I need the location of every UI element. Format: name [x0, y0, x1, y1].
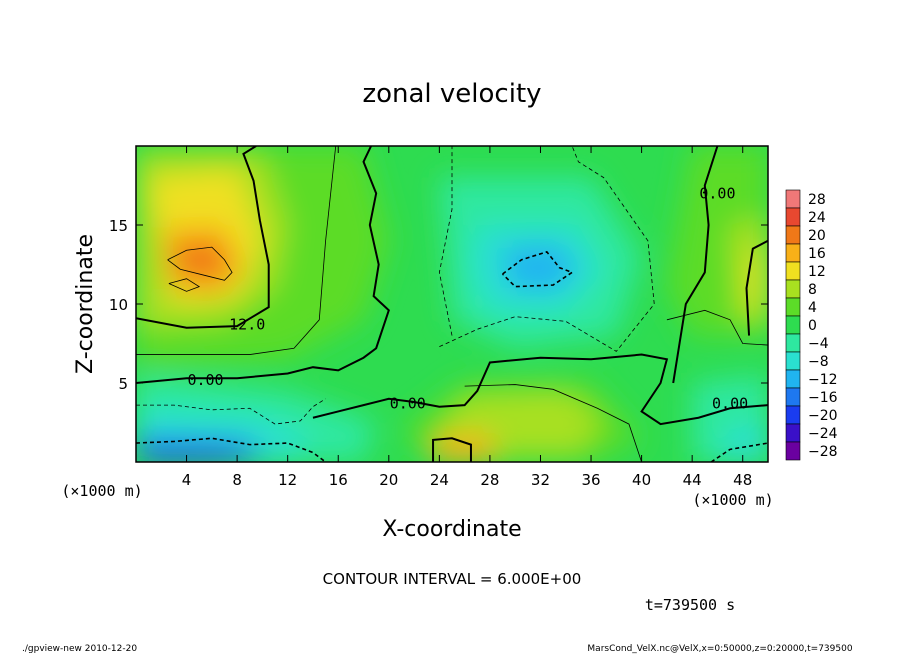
- colorbar: [785, 189, 801, 461]
- colorbar-swatch: [785, 315, 801, 335]
- colorbar-label: −12: [808, 372, 838, 388]
- contour-labels: 12.0 0.00 0.00 0.00 0.00: [187, 184, 748, 412]
- x-tick-label: 28: [480, 471, 499, 489]
- x-tick-label: 44: [683, 471, 702, 489]
- contour-six: [666, 309, 768, 346]
- colorbar-label: −28: [808, 444, 838, 460]
- contour-six: [136, 146, 337, 355]
- field-region: [749, 248, 768, 312]
- colorbar-swatch: [785, 189, 801, 209]
- colorbar-label: −24: [808, 426, 838, 442]
- x-tick-label: 32: [531, 471, 550, 489]
- contour-zero: [136, 146, 390, 384]
- field-blobs: [136, 146, 768, 462]
- x-tick-label: 4: [182, 471, 192, 489]
- contour-neg-twelve: [501, 250, 574, 288]
- chart-title: zonal velocity: [362, 79, 541, 109]
- colorbar-label: −20: [808, 408, 838, 424]
- z-axis: 5 10 15: [109, 217, 768, 393]
- colorbar-label: −8: [808, 354, 829, 370]
- contour-neg-six: [439, 146, 655, 352]
- z-tick-label: 5: [118, 375, 128, 393]
- colorbar-swatch: [785, 297, 801, 317]
- colorbar-label: 20: [808, 228, 826, 244]
- contour-neg-twelve: [136, 437, 327, 462]
- x-tick-label: 24: [430, 471, 449, 489]
- colorbar-label: 12: [808, 264, 826, 280]
- contour-label: 0.00: [699, 184, 735, 202]
- x-tick-label: 8: [232, 471, 242, 489]
- contour-neg-six: [136, 398, 326, 425]
- colorbar-label: 8: [808, 282, 817, 298]
- x-tick-label: 40: [632, 471, 651, 489]
- colorbar-label: 0: [808, 318, 817, 334]
- contour-label: 0.00: [712, 395, 748, 413]
- contour-label: 0.00: [187, 371, 223, 389]
- colorbar-label: −4: [808, 336, 829, 352]
- colorbar-swatch: [785, 243, 801, 263]
- colorbar-label: −16: [808, 390, 838, 406]
- colorbar-label: 4: [808, 300, 817, 316]
- x-tick-label: 48: [733, 471, 752, 489]
- program-text: ./gpview-new 2010-12-20: [22, 644, 137, 654]
- contour-neg-twelve: [710, 442, 768, 462]
- colorbar-swatch: [785, 207, 801, 227]
- field-region: [717, 422, 768, 462]
- colorbar-swatch: [785, 279, 801, 299]
- contour-twelve: [136, 146, 270, 329]
- colorbar-label: 24: [808, 210, 826, 226]
- x-tick-label: 36: [581, 471, 600, 489]
- z-tick-label: 15: [109, 217, 128, 235]
- contour-interval-text: CONTOUR INTERVAL = 6.000E+00: [323, 570, 582, 588]
- x-tick-label: 12: [278, 471, 297, 489]
- z-axis-title: Z-coordinate: [73, 234, 98, 374]
- contour-zero: [312, 353, 768, 426]
- contour-label: 0.00: [390, 395, 426, 413]
- colorbar-swatch: [785, 423, 801, 443]
- field-region: [148, 447, 231, 462]
- x-axis-unit: (×1000 m): [692, 491, 773, 509]
- colorbar-label: 16: [808, 246, 826, 262]
- colorbar-label: 28: [808, 192, 826, 208]
- z-axis-unit: (×1000 m): [61, 482, 142, 500]
- colorbar-swatch: [785, 369, 801, 389]
- contour-six: [464, 384, 642, 462]
- contour-eighteen: [167, 246, 233, 281]
- contour-eighteen: [168, 278, 201, 292]
- x-tick-label: 20: [379, 471, 398, 489]
- time-text: t=739500 s: [645, 596, 735, 614]
- field-region: [433, 433, 497, 462]
- x-tick-label: 16: [329, 471, 348, 489]
- contour-zero: [432, 437, 472, 462]
- z-tick-label: 10: [109, 296, 128, 314]
- colorbar-swatch: [785, 261, 801, 281]
- x-axis: 4 8 12 16 20 24 28 32 36 40 44 48: [182, 146, 752, 489]
- file-text: MarsCond_VelX.nc@VelX,x=0:50000,z=0:2000…: [587, 644, 852, 654]
- contour-zero: [672, 146, 719, 384]
- x-axis-title: X-coordinate: [382, 517, 521, 542]
- contour-label: 12.0: [229, 316, 265, 334]
- contour-lines: [136, 146, 768, 462]
- colorbar-swatch: [785, 351, 801, 371]
- colorbar-swatch: [785, 225, 801, 245]
- contour-twelve: [745, 239, 768, 336]
- colorbar-swatch: [785, 405, 801, 425]
- velocity-field: [136, 146, 768, 462]
- field-region: [502, 243, 579, 292]
- colorbar-swatch: [785, 387, 801, 407]
- colorbar-labels: 28 24 20 16 12 8 4 0 −4 −8 −12 −16 −20 −24 −28: [808, 192, 838, 460]
- colorbar-swatch: [785, 441, 801, 461]
- colorbar-swatch: [785, 333, 801, 353]
